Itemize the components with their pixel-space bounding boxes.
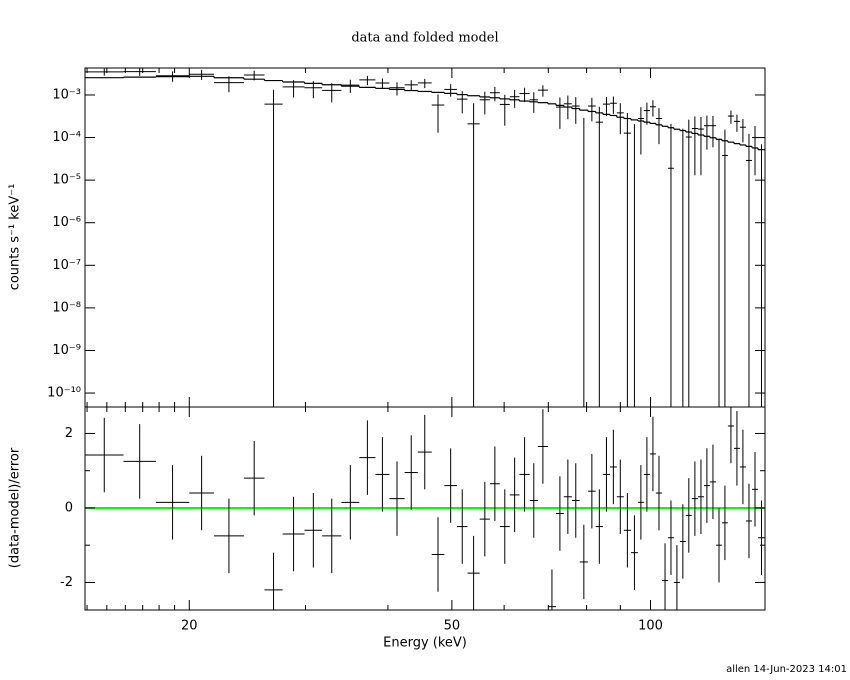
y-tick-label: 10⁻⁵ — [52, 173, 81, 188]
y-tick-label: 10⁻⁹ — [52, 343, 81, 358]
y-tick-label: 10⁻⁸ — [52, 300, 81, 315]
y-tick-label: 0 — [65, 500, 73, 515]
y-tick-label: 10⁻¹⁰ — [47, 386, 81, 401]
plot-frame — [84, 406, 766, 611]
x-tick-label: 100 — [638, 619, 663, 634]
y-axis-label: counts s⁻¹ keV⁻¹ — [8, 184, 23, 291]
x-axis-label: Energy (keV) — [383, 636, 467, 651]
x-tick-label: 50 — [444, 619, 461, 634]
y-tick-label: 10⁻⁴ — [52, 130, 81, 145]
y-tick-label: 10⁻⁶ — [52, 215, 81, 230]
footer: allen 14-Jun-2023 14:01 — [726, 664, 847, 675]
axes: 20 50 10010⁻¹⁰10⁻⁹10⁻⁸10⁻⁷10⁻⁶10⁻⁵10⁻⁴10⁻³… — [47, 67, 766, 634]
chart-title: data and folded model — [351, 31, 498, 46]
y-tick-label: 2 — [65, 426, 73, 441]
bottom-plot — [85, 407, 765, 610]
y-tick-label: 10⁻⁷ — [52, 258, 81, 273]
y-axis-label: (data-model)/error — [8, 447, 23, 568]
top-plot — [85, 68, 765, 407]
y-tick-label: 10⁻³ — [52, 87, 81, 102]
x-tick-label: 20 — [181, 619, 198, 634]
y-tick-label: -2 — [60, 575, 73, 590]
